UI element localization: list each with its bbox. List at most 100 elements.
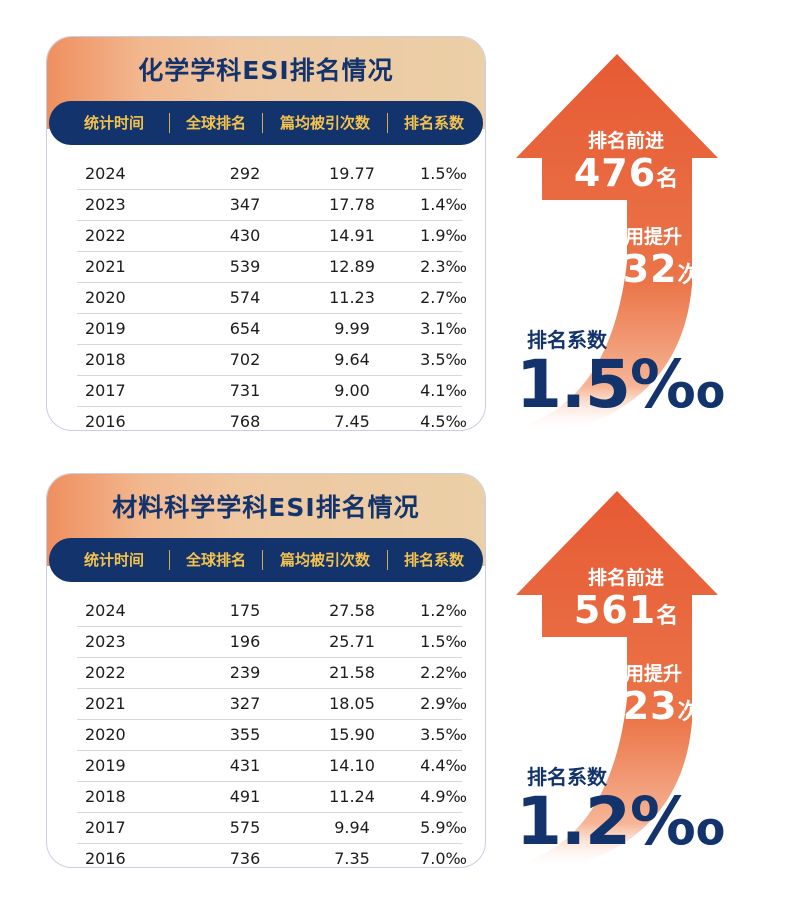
cell-cites: 12.89 <box>329 257 375 276</box>
citation-increase: 20.23次 <box>526 684 726 728</box>
cell-year: 2019 <box>85 756 126 775</box>
cell-year: 2023 <box>85 632 126 651</box>
cell-rank: 292 <box>229 164 261 183</box>
table-row: 2020 355 15.90 3.5‰ <box>77 720 467 751</box>
table-row: 2019 654 9.99 3.1‰ <box>77 314 467 345</box>
cell-year: 2018 <box>85 787 126 806</box>
rank-advance-unit: 名 <box>656 604 679 629</box>
header-global-rank: 全球排名 <box>185 551 246 569</box>
citation-increase-unit: 次 <box>677 263 700 288</box>
cell-year: 2020 <box>85 725 126 744</box>
cell-year: 2022 <box>85 663 126 682</box>
citation-increase-unit: 次 <box>677 700 700 725</box>
cell-cites: 19.77 <box>329 164 375 183</box>
cell-cites: 7.45 <box>334 412 370 431</box>
citation-increase: 12.32次 <box>526 247 726 291</box>
cell-rank: 491 <box>229 787 261 806</box>
table-row: 2024 175 27.58 1.2‰ <box>77 596 467 627</box>
cell-year: 2016 <box>85 412 126 431</box>
header-divider <box>387 550 388 570</box>
cell-coef: 4.9‰ <box>420 787 467 806</box>
table-row: 2016 736 7.35 7.0‰ <box>77 844 467 868</box>
cell-rank: 768 <box>229 412 261 431</box>
cell-year: 2019 <box>85 319 126 338</box>
header-year: 统计时间 <box>83 551 144 569</box>
rank-advance: 476名 <box>546 151 706 195</box>
cell-year: 2021 <box>85 694 126 713</box>
table-header: 统计时间 全球排名 篇均被引次数 排名系数 <box>49 101 483 145</box>
rank-advance: 561名 <box>546 588 706 632</box>
cell-year: 2018 <box>85 350 126 369</box>
cell-cites: 18.05 <box>329 694 375 713</box>
cell-year: 2024 <box>85 164 126 183</box>
cell-rank: 347 <box>229 195 261 214</box>
cell-cites: 17.78 <box>329 195 375 214</box>
up-arrow-icon <box>494 491 718 869</box>
cell-rank: 736 <box>229 849 261 868</box>
cell-rank: 654 <box>229 319 261 338</box>
cell-coef: 3.5‰ <box>420 350 467 369</box>
cell-year: 2017 <box>85 818 126 837</box>
cell-coef: 2.3‰ <box>420 257 467 276</box>
header-divider <box>262 550 263 570</box>
cell-year: 2016 <box>85 849 126 868</box>
header-global-rank: 全球排名 <box>185 114 246 132</box>
cell-coef: 4.5‰ <box>420 412 467 431</box>
cell-coef: 7.0‰ <box>420 849 467 868</box>
cell-coef: 1.9‰ <box>420 226 467 245</box>
table-row: 2016 768 7.45 4.5‰ <box>77 407 467 431</box>
rank-advance-unit: 名 <box>656 167 679 192</box>
cell-year: 2022 <box>85 226 126 245</box>
cell-rank: 239 <box>229 663 261 682</box>
cell-rank: 702 <box>229 350 261 369</box>
citation-increase-value: 20.23 <box>552 684 678 728</box>
cell-coef: 2.2‰ <box>420 663 467 682</box>
header-rank-coef: 排名系数 <box>403 551 464 569</box>
cell-coef: 1.5‰ <box>420 164 467 183</box>
card-title: 材料科学学科ESI排名情况 <box>112 493 420 522</box>
table-body: 2024 292 19.77 1.5‰ 2023 347 17.78 1.4‰ 2022 430 1… <box>77 159 467 431</box>
rank-advance-label: 排名前进 <box>587 130 664 152</box>
cell-coef: 1.5‰ <box>420 632 467 651</box>
cell-rank: 574 <box>229 288 261 307</box>
table-row: 2017 575 9.94 5.9‰ <box>77 813 467 844</box>
header-year: 统计时间 <box>83 114 144 132</box>
header-citations: 篇均被引次数 <box>279 114 370 132</box>
chemistry-panel: 化学学科ESI排名情况 统计时间 全球排名 篇均被引次数 排名系数 2024 29… <box>0 0 799 432</box>
citation-increase-label: 篇均引用提升 <box>567 226 682 248</box>
table-row: 2020 574 11.23 2.7‰ <box>77 283 467 314</box>
cell-cites: 15.90 <box>329 725 375 744</box>
cell-cites: 9.94 <box>334 818 370 837</box>
header-divider <box>262 113 263 133</box>
cell-coef: 1.4‰ <box>420 195 467 214</box>
cell-coef: 2.7‰ <box>420 288 467 307</box>
table-row: 2024 292 19.77 1.5‰ <box>77 159 467 190</box>
table-row: 2022 239 21.58 2.2‰ <box>77 658 467 689</box>
cell-year: 2023 <box>85 195 126 214</box>
rank-coefficient-value: 1.5‰ <box>516 346 725 423</box>
cell-cites: 25.71 <box>329 632 375 651</box>
cell-cites: 11.24 <box>329 787 375 806</box>
cell-rank: 575 <box>229 818 261 837</box>
table-row: 2017 731 9.00 4.1‰ <box>77 376 467 407</box>
table-body: 2024 175 27.58 1.2‰ 2023 196 25.71 1.5‰ 2022 239 2… <box>77 596 467 868</box>
cell-coef: 4.1‰ <box>420 381 467 400</box>
table-row: 2023 347 17.78 1.4‰ <box>77 190 467 221</box>
cell-cites: 14.10 <box>329 756 375 775</box>
cell-year: 2020 <box>85 288 126 307</box>
cell-cites: 9.00 <box>334 381 370 400</box>
card-title: 化学学科ESI排名情况 <box>138 56 394 85</box>
cell-rank: 430 <box>229 226 261 245</box>
cell-cites: 9.99 <box>334 319 370 338</box>
header-divider <box>169 113 170 133</box>
cell-cites: 7.35 <box>334 849 370 868</box>
cell-coef: 2.9‰ <box>420 694 467 713</box>
cell-rank: 731 <box>229 381 261 400</box>
rank-coefficient-value: 1.2‰ <box>516 783 725 860</box>
ranking-table-card: 化学学科ESI排名情况 统计时间 全球排名 篇均被引次数 排名系数 2024 29… <box>46 36 486 431</box>
table-header: 统计时间 全球排名 篇均被引次数 排名系数 <box>49 538 483 582</box>
cell-coef: 3.5‰ <box>420 725 467 744</box>
table-row: 2021 539 12.89 2.3‰ <box>77 252 467 283</box>
rank-coefficient-label: 排名系数 <box>527 328 607 352</box>
cell-rank: 355 <box>229 725 261 744</box>
